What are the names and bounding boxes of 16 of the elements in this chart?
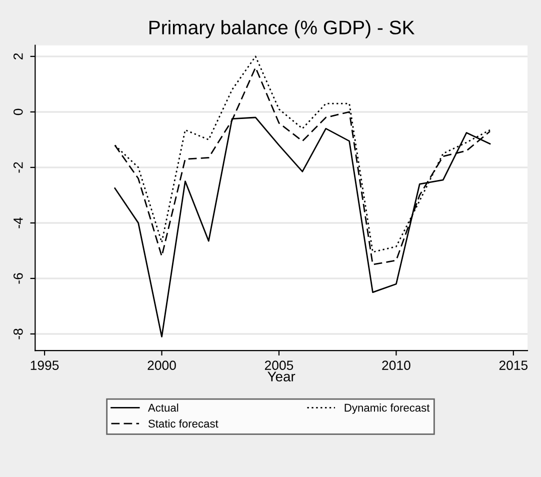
legend-label: Actual [148,404,178,412]
y-tick-label: -4 [14,217,23,228]
y-tick-label: 2 [13,53,23,60]
y-tick-label: -8 [13,328,23,340]
x-axis-title: Year [268,372,296,382]
legend-label: Static forecast [148,419,218,428]
y-tick-label: 0 [13,108,23,116]
y-tick-label: -6 [13,273,23,284]
chart-title: Primary balance (% GDP) - SK [149,20,415,38]
x-tick-label: 2010 [382,360,410,370]
x-tick-label: 2000 [148,360,176,370]
x-tick-label: 2015 [499,360,528,370]
x-tick-label: 1995 [30,360,59,370]
x-tick-label: 2005 [264,360,294,370]
y-tick-label: -2 [13,162,23,173]
legend-label: Dynamic forecast [344,404,430,414]
